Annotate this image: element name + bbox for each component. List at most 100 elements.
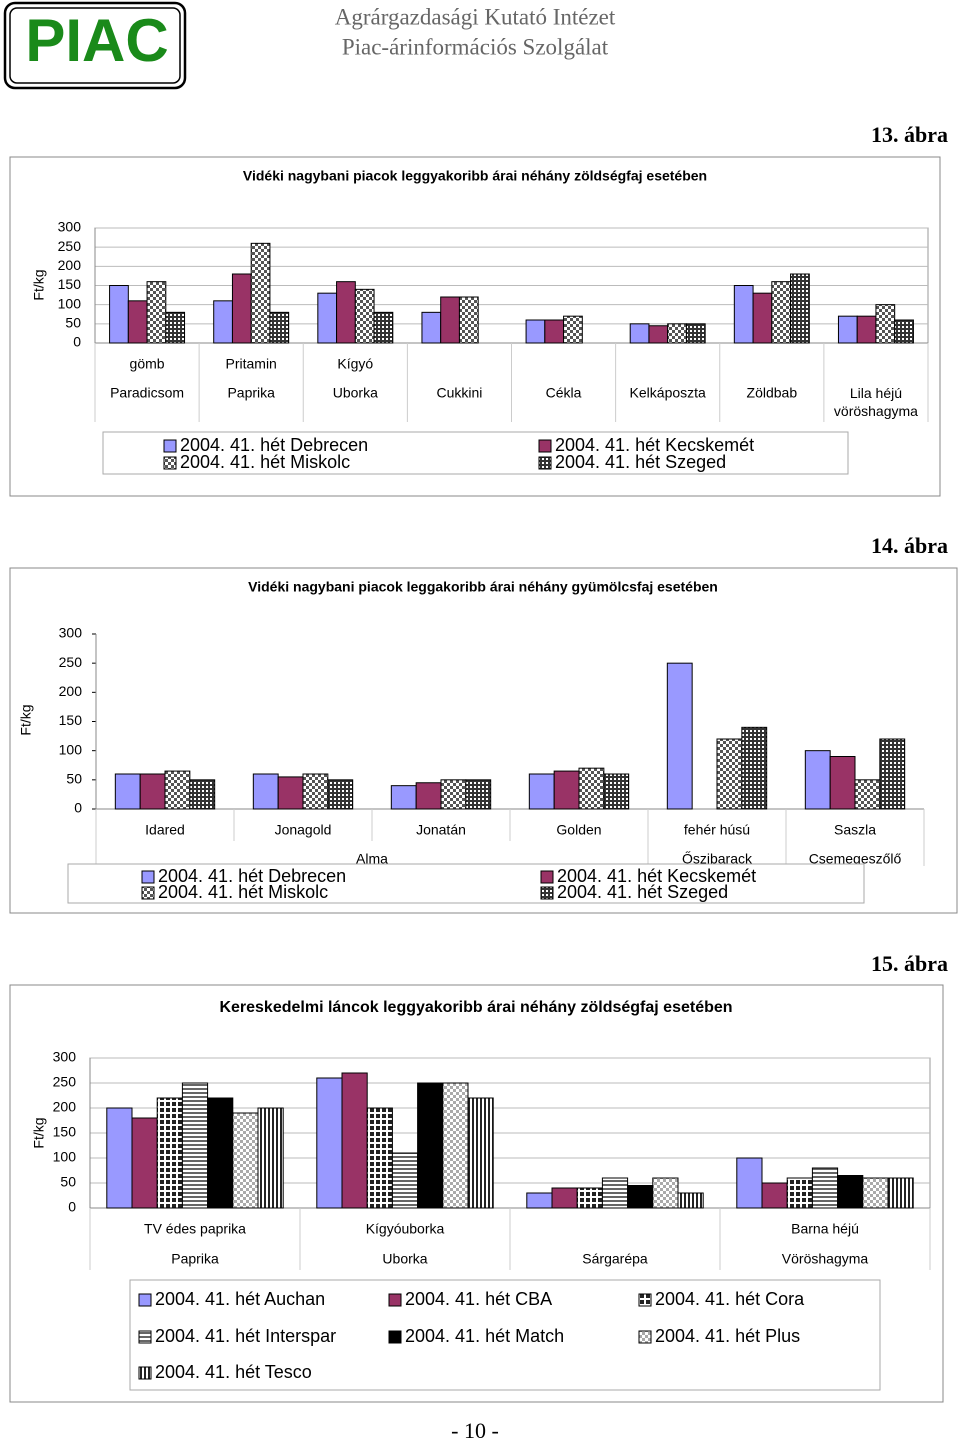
x-tick-label: gömb	[130, 356, 165, 372]
x-tick-label: fehér húsú	[684, 822, 750, 838]
legend-label: 2004. 41. hét Cora	[655, 1289, 805, 1309]
bar	[317, 292, 338, 344]
logo: PIAC	[25, 7, 168, 74]
bar	[232, 1112, 259, 1209]
bar	[551, 1187, 578, 1209]
group-label: Őszibarack	[682, 851, 753, 867]
x-tick-label: Kígyóuborka	[366, 1221, 445, 1237]
bar	[854, 779, 881, 810]
bar	[106, 1107, 133, 1209]
legend-swatch	[138, 1293, 152, 1307]
bar	[341, 1072, 368, 1209]
legend-swatch	[138, 1330, 152, 1344]
y-tick-label: 300	[58, 219, 82, 235]
y-tick-label: 250	[58, 238, 82, 254]
bar	[627, 1185, 654, 1209]
y-tick-label: 200	[58, 257, 82, 273]
bar	[181, 1082, 209, 1209]
group-label: Paprika	[227, 385, 275, 401]
bar	[771, 281, 792, 344]
bar	[811, 1167, 839, 1209]
bar	[894, 319, 914, 344]
bar	[526, 1192, 553, 1209]
y-tick-label: 50	[66, 771, 82, 787]
legend-label: 2004. 41. hét Interspar	[155, 1326, 336, 1346]
legend-label: 2004. 41. hét Miskolc	[180, 452, 350, 472]
bar	[652, 1177, 679, 1209]
y-tick-label: 100	[59, 741, 83, 757]
legend-label: 2004. 41. hét Tesco	[155, 1362, 312, 1382]
bar	[837, 315, 858, 344]
legend-label: 2004. 41. hét Debrecen	[158, 866, 346, 886]
group-label: Vöröshagyma	[782, 1251, 869, 1267]
y-tick-label: 0	[74, 800, 82, 816]
bar	[741, 726, 768, 810]
bar	[879, 738, 906, 810]
bar	[415, 782, 442, 810]
bar	[601, 1177, 629, 1209]
bar	[837, 1175, 864, 1209]
bar	[786, 1177, 813, 1209]
bar	[390, 785, 417, 810]
legend-label: 2004. 41. hét Kecskemét	[555, 435, 754, 455]
y-tick-label: 300	[59, 625, 83, 641]
legend-label: 2004. 41. hét Miskolc	[158, 882, 328, 902]
x-tick-label: Saszla	[834, 822, 876, 838]
group-label: Kelkáposzta	[630, 385, 706, 401]
bar	[603, 773, 630, 810]
legend-label: 2004. 41. hét Auchan	[155, 1289, 325, 1309]
y-tick-label: 100	[53, 1149, 77, 1165]
bar	[269, 311, 290, 344]
bar	[109, 285, 129, 344]
legend-swatch	[538, 456, 552, 470]
service: Piac-árinformációs Szolgálat	[342, 34, 609, 59]
bar	[277, 776, 304, 810]
bar	[440, 779, 467, 810]
group-label: Sárgarépa	[582, 1251, 648, 1267]
bar	[677, 1192, 704, 1209]
x-tick-label: Barna héjú	[791, 1221, 859, 1237]
x-tick-label: Golden	[556, 822, 601, 838]
bar	[528, 773, 555, 810]
legend-swatch	[388, 1293, 402, 1307]
legend-swatch	[540, 886, 554, 900]
y-tick-label: 150	[53, 1124, 77, 1140]
bar	[761, 1182, 788, 1209]
x-tick-label: Kígyó	[337, 356, 373, 372]
legend-label: 2004. 41. hét Match	[405, 1326, 564, 1346]
x-tick-label: TV édes paprika	[144, 1221, 246, 1237]
legend-swatch	[638, 1330, 652, 1344]
figure-label: 15. ábra	[871, 951, 948, 976]
y-tick-label: 50	[65, 315, 81, 331]
bar	[316, 1077, 343, 1209]
y-tick-label: 200	[59, 683, 83, 699]
bar	[553, 770, 580, 810]
y-tick-label: 150	[59, 712, 83, 728]
legend-label: 2004. 41. hét CBA	[405, 1289, 552, 1309]
x-tick-label: Jonatán	[416, 822, 466, 838]
group-label: Cukkini	[436, 385, 482, 401]
y-tick-label: 300	[53, 1049, 77, 1065]
bar	[648, 325, 669, 344]
bar	[302, 773, 329, 810]
legend-swatch	[540, 870, 554, 884]
legend-swatch	[638, 1293, 652, 1307]
bar	[257, 1107, 284, 1209]
legend-box	[102, 431, 849, 475]
bar	[467, 1097, 494, 1209]
x-tick-label: Idared	[145, 822, 185, 838]
group-label: Csemegeszőlő	[809, 851, 902, 867]
bar	[856, 315, 877, 344]
legend-swatch	[138, 1366, 152, 1380]
y-axis-label: Ft/kg	[31, 269, 47, 300]
bar	[685, 323, 706, 344]
group-label: Paradicsom	[110, 385, 184, 401]
bar	[544, 319, 565, 344]
group-label: Alma	[356, 851, 388, 867]
group-label: Uborka	[382, 1251, 427, 1267]
y-tick-label: 250	[53, 1074, 77, 1090]
bar	[366, 1107, 393, 1209]
bar	[156, 1097, 183, 1209]
chart-title: Vidéki nagybani piacok leggakoribb árai …	[248, 579, 718, 595]
bar	[829, 756, 856, 810]
